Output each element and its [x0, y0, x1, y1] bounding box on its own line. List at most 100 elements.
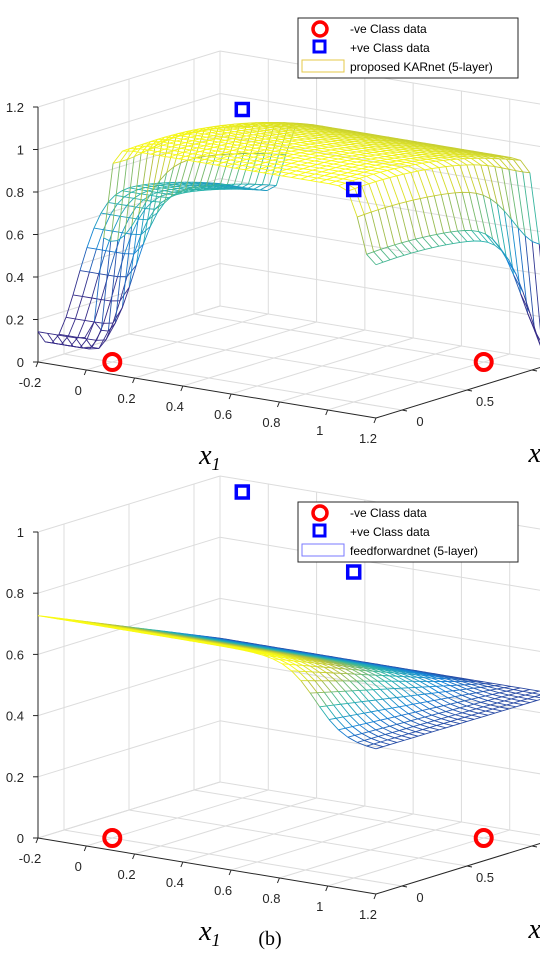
mesh-line: [494, 710, 503, 714]
mesh-line: [319, 181, 330, 185]
mesh-line: [419, 198, 431, 236]
mesh-line: [237, 142, 245, 146]
mesh-line: [352, 177, 360, 182]
mesh-line: [309, 665, 320, 673]
mesh-line: [400, 687, 411, 697]
mesh-line: [190, 136, 200, 140]
mesh-line: [497, 700, 505, 704]
mesh-line: [260, 165, 269, 170]
mesh-line: [272, 146, 280, 149]
mesh-line: [532, 692, 540, 695]
mesh-line: [267, 152, 278, 156]
mesh-line: [466, 687, 474, 690]
mesh-line: [251, 164, 259, 168]
mesh-line: [379, 666, 387, 669]
mesh-line: [344, 147, 355, 150]
mesh-line: [119, 215, 130, 219]
mesh-line: [466, 240, 475, 242]
mesh-line: [396, 722, 404, 725]
mesh-line: [524, 235, 536, 331]
mesh-line: [272, 658, 283, 665]
mesh-line: [428, 144, 436, 146]
mesh-line: [487, 712, 496, 716]
mesh-line: [133, 153, 142, 158]
mesh-line: [436, 232, 444, 235]
mesh-line: [426, 681, 437, 687]
mesh-line: [366, 153, 376, 156]
mesh-line: [199, 148, 207, 152]
mesh-line: [47, 333, 55, 344]
x-axis-line: [37, 361, 377, 419]
mesh-line: [171, 146, 182, 149]
mesh-line: [513, 689, 523, 692]
mesh-line: [307, 149, 315, 152]
mesh-line: [345, 155, 353, 158]
mesh-line: [471, 230, 479, 232]
mesh-line: [237, 155, 245, 159]
mesh-line: [225, 166, 236, 169]
mesh-line: [426, 196, 438, 235]
mesh-line: [117, 253, 125, 277]
mesh-line: [438, 166, 446, 168]
x-tick-label: 0.8: [262, 891, 280, 906]
mesh-line: [237, 144, 247, 148]
mesh-line: [450, 685, 460, 691]
mesh-line: [333, 161, 341, 165]
mesh-line: [427, 720, 435, 724]
mesh-line: [452, 707, 460, 711]
mesh-line: [443, 703, 451, 707]
mesh-line: [201, 129, 209, 132]
mesh-line: [213, 125, 221, 128]
mesh-line: [321, 663, 332, 669]
mesh-line: [239, 135, 247, 138]
mesh-line: [466, 705, 477, 710]
mesh-line: [122, 148, 130, 152]
mesh-line: [253, 134, 263, 137]
mesh-line: [475, 193, 487, 235]
mesh-line: [407, 670, 415, 672]
mesh-line: [112, 230, 123, 234]
mesh-line: [478, 157, 489, 166]
mesh-line: [356, 714, 367, 724]
mesh-line: [37, 615, 46, 617]
mesh-line: [452, 164, 460, 167]
mesh-line: [110, 161, 121, 242]
mesh-line: [429, 708, 440, 714]
mesh-line: [152, 143, 163, 146]
mesh-line: [180, 159, 188, 164]
mesh-line: [370, 711, 381, 721]
mesh-line: [129, 217, 139, 220]
mesh-line: [149, 192, 158, 196]
mesh-line: [262, 146, 273, 149]
mesh-line: [288, 147, 299, 151]
mesh-line: [267, 150, 275, 154]
mesh-line: [506, 702, 514, 706]
mesh-line: [387, 739, 398, 743]
mesh-line: [180, 145, 189, 149]
mesh-line: [337, 662, 345, 664]
mesh-line: [323, 660, 331, 663]
mesh-line: [302, 135, 310, 138]
mesh-line: [224, 183, 235, 190]
mesh-line: [314, 147, 322, 151]
mesh-line: [396, 696, 404, 698]
mesh-line: [419, 701, 428, 704]
mesh-line: [340, 160, 348, 163]
mesh-line: [103, 163, 114, 239]
mesh-line: [194, 130, 205, 159]
z-tick-label: 0.2: [6, 313, 24, 328]
mesh-line: [145, 143, 154, 147]
mesh-line: [143, 141, 151, 145]
mesh-line: [84, 622, 92, 625]
mesh-line: [473, 164, 484, 196]
y-tick-mark: [531, 845, 538, 848]
mesh-line: [520, 698, 528, 702]
mesh-line: [314, 173, 325, 177]
mesh-line: [227, 155, 238, 159]
mesh-line: [417, 718, 428, 724]
mesh-line: [286, 659, 294, 662]
mesh-line: [503, 210, 515, 276]
mesh-line: [352, 669, 360, 671]
mesh-line: [312, 657, 320, 660]
mesh-line: [194, 143, 205, 147]
